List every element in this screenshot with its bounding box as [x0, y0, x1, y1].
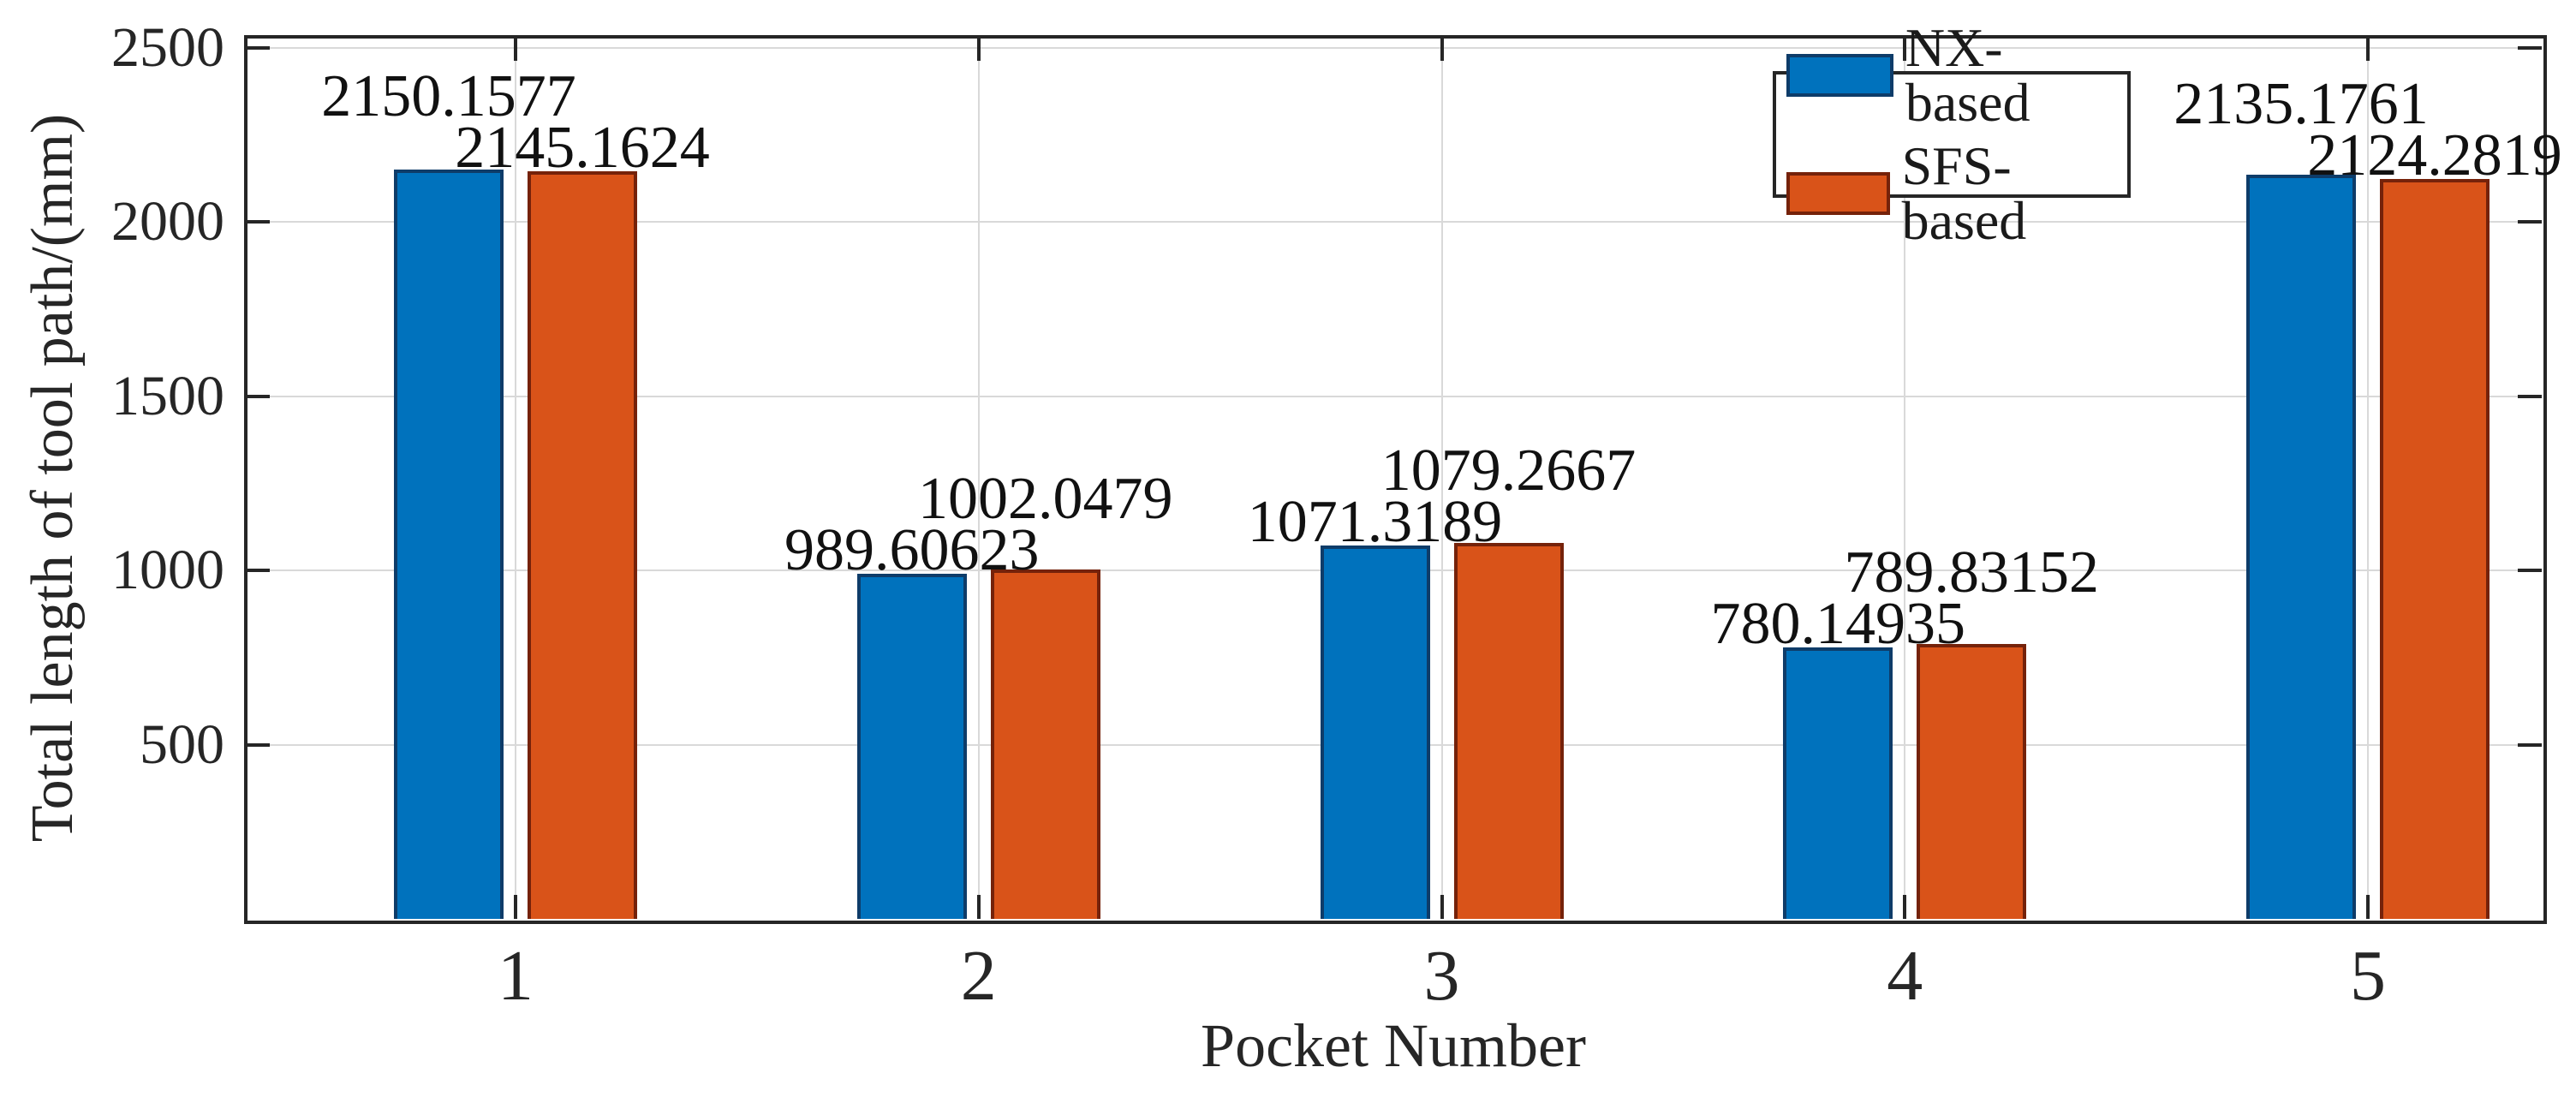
y-tick-left	[246, 394, 270, 398]
x-tick-label: 1	[498, 936, 534, 1016]
x-tick-bottom	[1440, 895, 1444, 919]
bar-nx-based-pocket-5	[2246, 175, 2357, 919]
y-tick-label: 1500	[111, 364, 224, 427]
bar-nx-based-pocket-2	[856, 574, 967, 919]
legend-item-nx-based: NX-based	[1786, 21, 2127, 130]
y-tick-right	[2518, 46, 2542, 51]
y-tick-label: 1000	[111, 539, 224, 602]
bar-nx-based-pocket-1	[394, 170, 504, 919]
bar-nx-based-pocket-3	[1320, 546, 1430, 919]
x-tick-bottom	[1903, 895, 1907, 919]
x-tick-top	[1440, 37, 1444, 61]
x-tick-label: 2	[960, 936, 997, 1016]
bar-sfs-based-pocket-2	[990, 569, 1100, 919]
x-gridline	[515, 37, 517, 919]
legend-label-sfs-based: SFS-based	[1901, 135, 2027, 251]
bar-sfs-based-pocket-3	[1453, 542, 1564, 919]
x-tick-bottom	[514, 895, 518, 919]
bar-sfs-based-pocket-1	[528, 171, 638, 919]
y-tick-right	[2518, 742, 2542, 747]
y-tick-label: 2000	[111, 190, 224, 253]
x-tick-top	[1903, 37, 1907, 61]
bar-value-label: 2145.1624	[455, 115, 710, 182]
bar-value-label: 2124.2819	[2307, 122, 2562, 188]
x-gridline	[1904, 37, 1906, 919]
y-gridline	[246, 221, 2542, 224]
bar-value-label: 1002.0479	[918, 466, 1173, 533]
bar-nx-based-pocket-4	[1783, 647, 1893, 919]
bar-sfs-based-pocket-5	[2380, 178, 2490, 919]
bar-value-label: 1071.3189	[1247, 489, 1503, 556]
x-gridline	[1440, 37, 1443, 919]
x-tick-bottom	[976, 895, 981, 919]
y-tick-left	[246, 46, 270, 51]
x-tick-top	[976, 37, 981, 61]
x-gridline	[977, 37, 980, 919]
bar-value-label: 989.60623	[784, 517, 1040, 584]
x-tick-bottom	[2366, 895, 2370, 919]
bar-sfs-based-pocket-4	[1917, 643, 2027, 919]
x-tick-top	[2366, 37, 2370, 61]
y-tick-label: 2500	[111, 16, 224, 80]
legend-label-nx-based: NX-based	[1905, 17, 2030, 133]
y-tick-left	[246, 220, 270, 224]
bar-value-label: 2135.1761	[2174, 70, 2429, 137]
y-gridline	[246, 47, 2542, 50]
x-tick-label: 4	[1887, 936, 1923, 1016]
bar-value-label: 2150.1577	[321, 63, 576, 130]
x-axis-title: Pocket Number	[1201, 1011, 1586, 1080]
x-tick-label: 5	[2350, 936, 2387, 1016]
legend: NX-based SFS-based	[1773, 21, 2131, 248]
legend-item-sfs-based: SFS-based	[1786, 139, 2127, 248]
y-tick-right	[2518, 569, 2542, 573]
y-gridline	[246, 395, 2542, 397]
legend-swatch-nx-based	[1786, 54, 1893, 97]
x-tick-top	[514, 37, 518, 61]
x-gridline	[2367, 37, 2370, 919]
y-tick-right	[2518, 220, 2542, 224]
legend-swatch-sfs-based	[1786, 172, 1890, 215]
y-tick-left	[246, 742, 270, 747]
y-tick-label: 500	[140, 712, 224, 776]
y-tick-right	[2518, 394, 2542, 398]
bar-value-label: 789.83152	[1844, 539, 2100, 605]
y-tick-left	[246, 569, 270, 573]
x-tick-label: 3	[1423, 936, 1460, 1016]
bar-value-label: 780.14935	[1710, 590, 1966, 657]
bar-value-label: 1079.2667	[1380, 438, 1637, 504]
